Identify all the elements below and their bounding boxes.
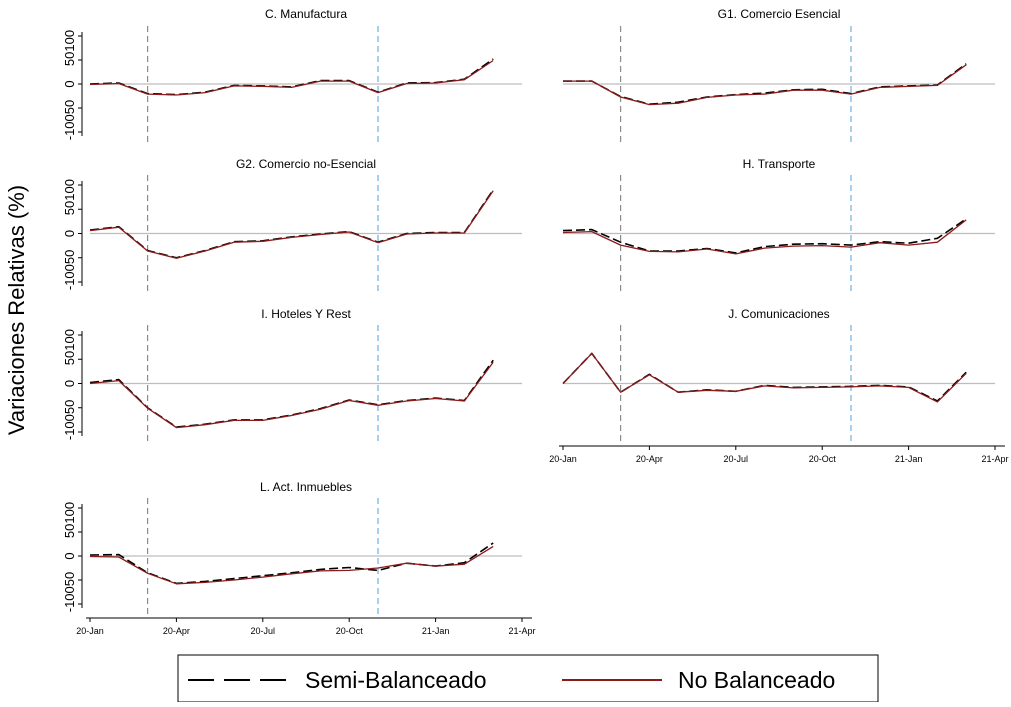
y-tick-label: 0: [62, 80, 77, 87]
legend-box: [177, 654, 879, 703]
panel-title: I. Hoteles Y Rest: [261, 307, 351, 321]
panel-title: G1. Comercio Esencial: [718, 7, 841, 21]
x-tick-label: 20-Jan: [549, 454, 577, 464]
y-tick-label: 50100: [62, 329, 77, 365]
x-tick-label: 20-Apr: [636, 454, 663, 464]
y-tick-label: -10050: [62, 572, 77, 612]
legend-label-nobal: No Balanceado: [678, 667, 835, 693]
x-tick-label: 20-Oct: [336, 626, 364, 636]
panel: J. Comunicaciones 20-Jan 20-Apr 20-Jul 20-Oc…: [549, 307, 1008, 464]
x-tick-label: 21-Jan: [422, 626, 450, 636]
y-tick-label: 0: [62, 380, 77, 387]
x-tick-label: 20-Jul: [251, 626, 276, 636]
panels-group: C. Manufactura -10050 0 50100 G1. Comercio E…: [62, 7, 1009, 636]
y-tick-label: 50100: [62, 30, 77, 66]
y-tick-label: -10050: [62, 400, 77, 440]
legend-label-semi: Semi-Balanceado: [305, 667, 487, 693]
panel: C. Manufactura -10050 0 50100: [62, 7, 522, 142]
panel-title: J. Comunicaciones: [728, 307, 829, 321]
series-line-nobalanceado: [89, 361, 494, 429]
series-line-nobalanceado: [89, 545, 494, 585]
series-line-semi: [562, 218, 967, 254]
series-line-semi: [89, 189, 494, 259]
panel: L. Act. Inmuebles -10050 0 50100 20-Jan 20-Ap…: [62, 480, 536, 636]
panel: G1. Comercio Esencial: [563, 7, 995, 142]
series-line-nobalanceado: [562, 352, 967, 403]
panel-title: C. Manufactura: [265, 7, 347, 21]
x-tick-label: 20-Oct: [809, 454, 837, 464]
x-tick-label: 21-Jan: [895, 454, 923, 464]
series-line-nobalanceado: [89, 59, 494, 96]
y-tick-label: 0: [62, 230, 77, 237]
y-tick-label: 50100: [62, 502, 77, 538]
series-line-nobalanceado: [89, 190, 494, 259]
panel: I. Hoteles Y Rest -10050 0 50100: [62, 307, 522, 442]
y-tick-label: 0: [62, 552, 77, 559]
y-tick-label: -10050: [62, 250, 77, 290]
y-tick-label: -10050: [62, 100, 77, 140]
series-line-nobalanceado: [562, 219, 967, 255]
y-axis-label: Variaciones Relativas (%): [4, 185, 29, 435]
series-line-semi: [89, 542, 494, 585]
x-tick-label: 20-Jan: [76, 626, 104, 636]
y-tick-label: 50100: [62, 179, 77, 215]
x-tick-label: 20-Jul: [724, 454, 749, 464]
legend: Semi-Balanceado No Balanceado: [177, 654, 879, 703]
panel: H. Transporte: [562, 157, 995, 292]
panel-title: H. Transporte: [743, 157, 816, 171]
panel-title: G2. Comercio no-Esencial: [236, 157, 376, 171]
series-line-semi: [89, 359, 494, 428]
series-line-semi: [89, 58, 494, 96]
series-line-semi: [562, 352, 967, 402]
panel: G2. Comercio no-Esencial -10050 0 50100: [62, 157, 522, 292]
x-tick-label: 21-Apr: [981, 454, 1008, 464]
x-tick-label: 20-Apr: [163, 626, 190, 636]
panel-title: L. Act. Inmuebles: [260, 480, 352, 494]
series-line-nobalanceado: [563, 64, 967, 106]
x-tick-label: 21-Apr: [508, 626, 535, 636]
